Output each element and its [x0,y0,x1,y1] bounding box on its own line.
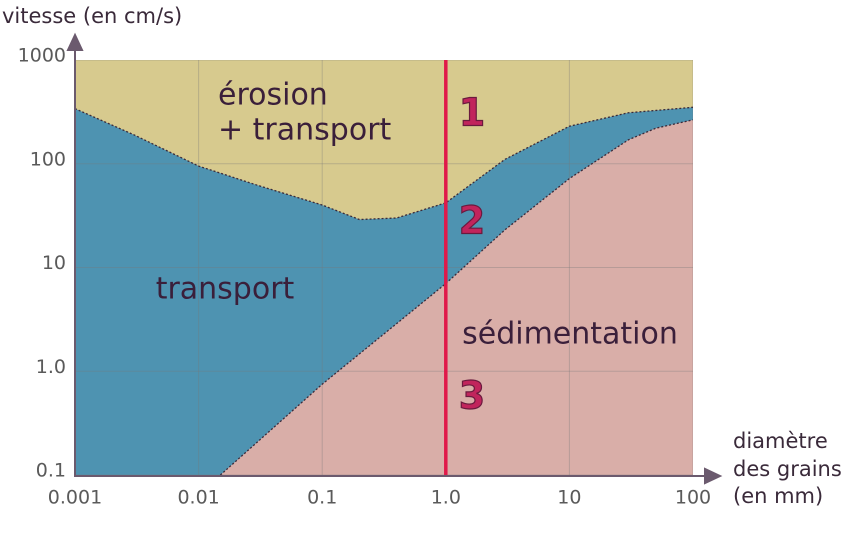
boundary-curve [75,106,693,221]
y-tick-label: 10 [42,252,66,274]
y-tick-label: 0.1 [36,460,66,482]
zone-label: érosion [218,78,328,113]
x-tick-label: 0.1 [307,487,337,509]
y-axis-label: vitesse (en cm/s) [2,4,182,28]
area-sedimentation [220,119,693,475]
zone-label: sédimentation [462,317,678,352]
x-axis-label: des grains [733,457,842,481]
zone-label: + transport [218,113,392,148]
zone-number: 3 [459,374,485,418]
x-tick-label: 0.01 [177,487,219,509]
y-tick-label: 1000 [18,45,66,67]
plot-area [75,60,693,475]
x-tick-label: 0.001 [48,487,102,509]
y-tick-label: 1.0 [36,356,66,378]
x-tick-label: 100 [675,487,711,509]
zone-label: transport [156,272,295,307]
axes [66,32,723,485]
boundary-curve [219,119,693,475]
x-tick-label: 1.0 [431,487,461,509]
y-tick-label: 100 [30,148,66,170]
x-axis-label: diamètre [733,429,828,453]
x-tick-label: 10 [557,487,581,509]
x-arrow [704,467,723,485]
x-axis-label: (en mm) [733,484,823,508]
zone-number: 1 [459,91,485,135]
y-arrow [66,32,84,51]
zone-number: 2 [459,199,485,243]
